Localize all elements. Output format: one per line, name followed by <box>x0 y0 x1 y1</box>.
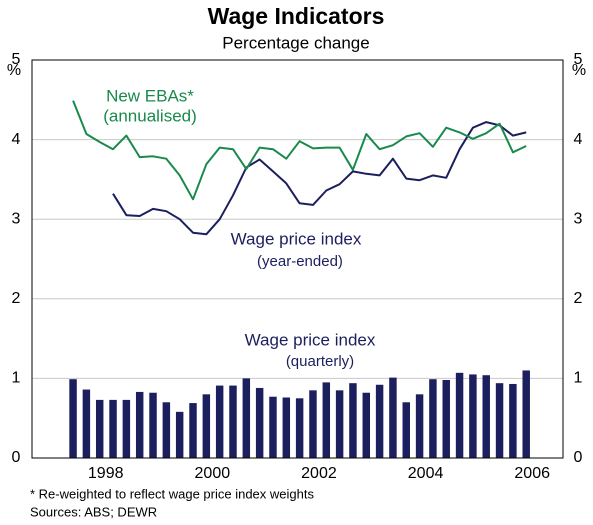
bar <box>82 389 91 458</box>
y-unit: % <box>7 62 21 79</box>
bar <box>149 392 157 458</box>
bar <box>162 402 171 458</box>
bar <box>469 374 477 458</box>
bar <box>429 379 437 458</box>
bar <box>389 377 397 458</box>
annotation: New EBAs* <box>106 86 194 105</box>
x-tick-label: 2004 <box>408 465 444 482</box>
bar <box>69 379 77 458</box>
bar <box>322 382 331 458</box>
y-tick-label: 3 <box>12 210 21 227</box>
bar <box>335 390 344 458</box>
annotation: (year-ended) <box>257 253 343 270</box>
y-tick-label: 1 <box>574 370 583 387</box>
bar <box>415 394 424 458</box>
annotation: Wage price index <box>245 330 376 349</box>
bar <box>402 402 410 458</box>
bar <box>175 411 184 458</box>
bar <box>189 403 197 458</box>
bar <box>242 378 251 458</box>
source: Sources: ABS; DEWR <box>30 504 157 519</box>
bar <box>509 383 517 458</box>
y-tick-label: 0 <box>574 449 583 466</box>
bar <box>362 392 371 458</box>
bar <box>482 375 490 458</box>
bar <box>282 397 291 458</box>
bar <box>522 370 530 458</box>
x-tick-label: 2006 <box>514 465 550 482</box>
bar <box>309 390 317 458</box>
y-unit: % <box>572 62 586 79</box>
bar <box>95 399 104 458</box>
annotation: Wage price index <box>231 229 362 248</box>
y-tick-label: 5 <box>574 51 583 68</box>
bar <box>295 398 304 458</box>
y-tick-label: 5 <box>12 51 21 68</box>
x-tick-label: 1998 <box>88 465 124 482</box>
bar <box>455 372 464 458</box>
bar <box>442 379 450 458</box>
y-tick-label: 4 <box>574 131 583 148</box>
bar <box>269 396 277 458</box>
bar <box>215 385 224 458</box>
bar <box>349 383 357 458</box>
y-tick-label: 4 <box>12 131 21 148</box>
x-tick-label: 2002 <box>301 465 337 482</box>
bar <box>122 399 131 458</box>
x-tick-label: 2000 <box>195 465 231 482</box>
bar <box>255 387 264 458</box>
annotation: (annualised) <box>103 106 197 125</box>
plot <box>31 59 564 459</box>
bar <box>109 399 117 458</box>
y-tick-label: 1 <box>12 370 21 387</box>
bar <box>375 384 384 458</box>
chart-subtitle: Percentage change <box>222 33 369 52</box>
annotation: (quarterly) <box>286 353 354 370</box>
footnote: * Re-weighted to reflect wage price inde… <box>30 486 314 501</box>
bar <box>135 391 144 458</box>
plot-frame <box>31 59 564 459</box>
y-tick-label: 0 <box>12 449 21 466</box>
bar <box>229 385 237 458</box>
chart-title: Wage Indicators <box>208 3 385 29</box>
y-tick-label: 2 <box>12 290 21 307</box>
line <box>112 121 527 236</box>
bar <box>202 394 211 458</box>
line <box>72 100 527 201</box>
y-tick-label: 2 <box>574 290 583 307</box>
y-tick-label: 3 <box>574 210 583 227</box>
bar <box>495 383 504 458</box>
